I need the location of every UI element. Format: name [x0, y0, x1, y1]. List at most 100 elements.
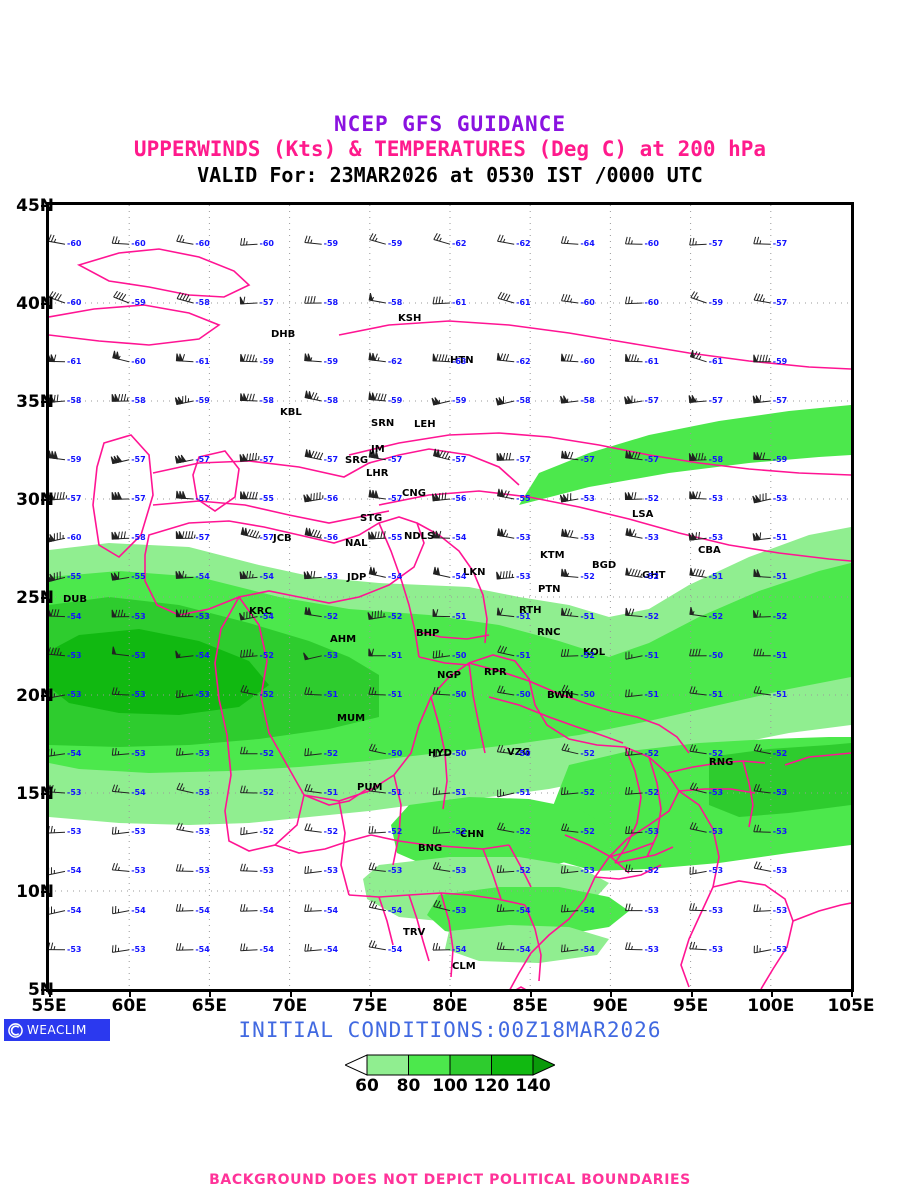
wind-barb — [431, 397, 451, 406]
temperature-value: -53 — [772, 494, 788, 503]
temperature-value: -57 — [387, 454, 403, 464]
temperature-value: -61 — [67, 356, 82, 366]
wind-barb — [175, 943, 194, 951]
wind-barb — [753, 861, 771, 872]
colorbar-tick-100: 100 — [432, 1076, 468, 1096]
wind-barb — [49, 647, 66, 657]
wind-barb — [753, 610, 771, 618]
wind-barb — [111, 784, 130, 794]
wind-barb — [304, 748, 322, 757]
wind-barb — [432, 530, 451, 539]
weaclim-circle-icon — [8, 1022, 23, 1038]
temperature-value: -52 — [452, 827, 467, 837]
colorbar-segment — [449, 1054, 492, 1076]
wind-barb — [239, 296, 258, 305]
temperature-value: -53 — [195, 748, 210, 758]
temperature-value: -57 — [516, 454, 531, 464]
city-label-jm: JM — [371, 444, 385, 455]
wind-barb — [625, 528, 643, 539]
temperature-value: -53 — [708, 866, 724, 876]
lat-tick-45N: 45N — [16, 196, 54, 216]
map-plot-area[interactable]: KSH DHB HTN KBL SRN LEH JM SRG LHR CNG LSA STG JCB ND… — [46, 202, 854, 992]
temperature-value: -60 — [259, 239, 274, 249]
wind-barb — [689, 349, 707, 363]
lon-tickmark — [851, 990, 853, 997]
wind-barb — [689, 744, 707, 755]
wind-barbs — [49, 233, 771, 954]
city-label-cng: CNG — [402, 488, 426, 499]
city-label-ktm: KTM — [540, 550, 565, 561]
city-label-ksh: KSH — [398, 313, 422, 324]
wind-barb — [49, 942, 66, 951]
wind-barb — [111, 236, 130, 245]
wind-barb — [240, 785, 258, 794]
temperature-value: -56 — [452, 494, 467, 503]
wind-barb — [432, 787, 451, 796]
temperature-value: -53 — [387, 866, 403, 876]
wind-barb — [497, 234, 515, 245]
temperature-value: -62 — [516, 356, 531, 366]
wind-barb — [239, 570, 258, 580]
temperature-value: -59 — [323, 239, 339, 249]
wind-barb — [49, 234, 66, 245]
temperature-value: -50 — [516, 690, 531, 699]
wind-barb — [560, 607, 579, 618]
temperature-value: -54 — [323, 905, 339, 915]
lat-tickmark — [41, 891, 49, 893]
wind-barb — [49, 867, 66, 876]
wind-barb — [625, 689, 643, 698]
temperature-value: -58 — [387, 298, 403, 307]
temperature-value: -54 — [387, 905, 403, 915]
temperature-value: -57 — [195, 494, 210, 503]
wind-barb — [753, 354, 771, 363]
colorbar[interactable] — [345, 1054, 555, 1076]
temperature-value: -53 — [580, 866, 595, 876]
temperature-value: -52 — [259, 690, 274, 699]
temperature-value: -51 — [772, 650, 788, 660]
lon-tick-90E: 90E — [592, 996, 629, 1016]
temperature-value: -57 — [387, 494, 403, 503]
temperature-value: -50 — [516, 748, 531, 758]
wind-barb — [432, 686, 451, 696]
temperature-value: -59 — [259, 356, 274, 366]
city-label-bwn: BWN — [547, 690, 574, 701]
city-label-rth: RTH — [519, 605, 542, 616]
temperature-value: -53 — [772, 866, 788, 876]
wind-barb — [753, 904, 771, 913]
city-label-krc: KRC — [249, 606, 272, 617]
wind-barb — [303, 492, 324, 503]
weaclim-label: WEACLIM — [27, 1023, 87, 1037]
temperature-value: -51 — [452, 611, 467, 621]
wind-barb — [239, 610, 258, 621]
wind-barb — [689, 491, 707, 500]
colorbar-tick-140: 140 — [515, 1076, 551, 1096]
weaclim-logo-badge[interactable]: WEACLIM — [4, 1019, 110, 1041]
lat-tickmark — [41, 205, 49, 207]
temperature-value: -50 — [708, 650, 724, 660]
wind-barb — [689, 903, 707, 912]
temperature-value: -63 — [452, 356, 467, 366]
temperature-value: -57 — [259, 298, 274, 307]
city-label-chn: CHN — [460, 829, 485, 840]
city-label-pum: PUM — [357, 782, 383, 793]
wind-barb — [174, 454, 194, 464]
wind-barb — [496, 904, 515, 912]
wind-barb — [496, 528, 515, 539]
temperature-value: -54 — [323, 944, 339, 954]
temperature-value: -52 — [516, 827, 531, 837]
wind-barb — [176, 822, 194, 833]
lon-tick-55E: 55E — [31, 996, 67, 1016]
temperature-value: -52 — [580, 748, 595, 758]
wind-barb — [559, 493, 579, 503]
wind-barb — [624, 395, 643, 405]
wind-barb — [369, 233, 386, 245]
temperature-value: -53 — [195, 827, 210, 837]
temperature-value: -58 — [323, 298, 339, 307]
temperature-value: -53 — [644, 533, 659, 543]
wind-barb — [560, 395, 579, 404]
temperature-value: -52 — [516, 866, 531, 876]
temperature-value: -53 — [516, 533, 531, 543]
wind-barb — [304, 295, 322, 304]
wind-barb — [111, 646, 130, 657]
wind-barb — [690, 291, 707, 304]
